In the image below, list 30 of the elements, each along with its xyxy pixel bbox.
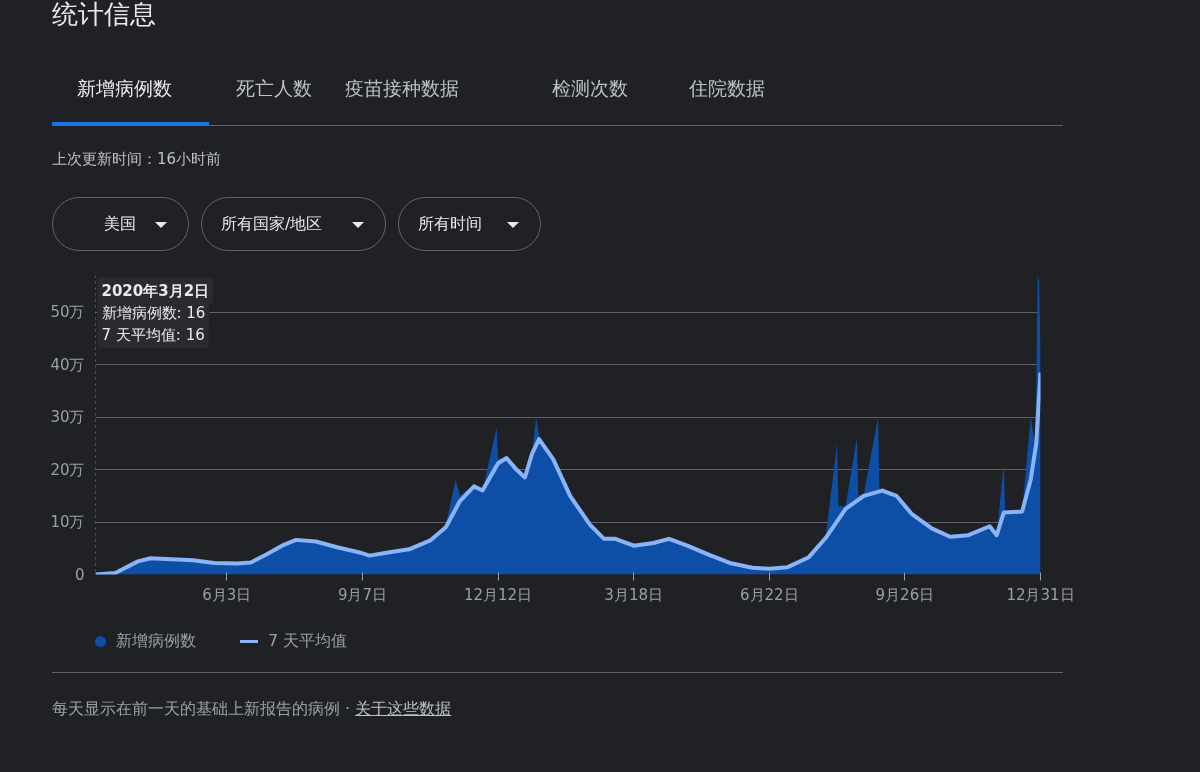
text: 所有时间 [418,213,482,235]
x-tick-label: 6月22日 [739,585,799,604]
text: 死亡人数 [236,76,312,101]
x-tick-label: 6月3日 [202,585,252,604]
x-tick-label: 3月18日 [604,585,664,604]
y-tick-label: 20万 [50,460,85,479]
annotation: 新增病例数: 16 [101,303,206,322]
chart-title: 统计信息 [52,0,156,31]
text: 美国 [104,213,136,235]
text: 检测次数 [552,76,628,101]
text: 上次更新时间：16小时前 [52,149,222,170]
y-tick-label: 50万 [50,303,85,322]
y-tick-label: 0 [74,565,85,584]
annotation: 7 天平均值: 16 [101,325,205,344]
y-tick-label: 40万 [50,355,85,374]
y-tick-label: 30万 [50,408,85,427]
x-tick-label: 12月12日 [463,585,533,604]
legend-label: 7 天平均值 [267,630,348,652]
text: 新增病例数 [77,76,172,101]
text: 住院数据 [689,76,765,101]
x-tick-label: 12月31日 [1006,585,1075,604]
legend-label: 新增病例数 [115,630,196,652]
annotation: 2020年3月2日 [101,281,210,300]
text: 每天显示在前一天的基础上新报告的病例 · [52,699,351,718]
x-tick-label: 9月26日 [875,585,935,604]
text: 疫苗接种数据 [345,76,459,101]
x-tick-label: 9月7日 [337,585,388,604]
text: 所有国家/地区 [221,213,323,235]
y-tick-label: 10万 [50,513,85,532]
text: 关于这些数据 [355,699,452,718]
